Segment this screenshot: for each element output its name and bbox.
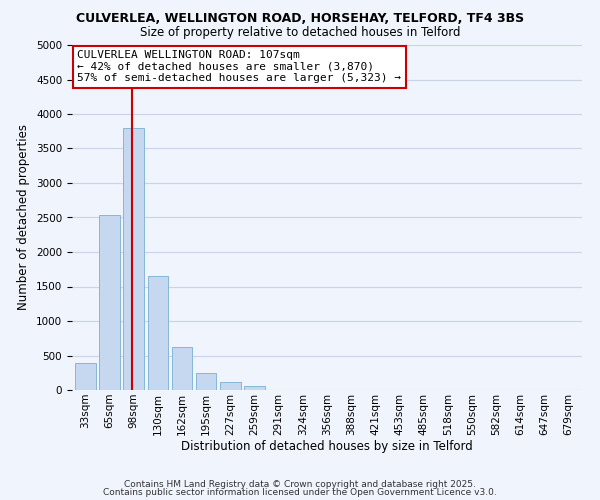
Text: Contains HM Land Registry data © Crown copyright and database right 2025.: Contains HM Land Registry data © Crown c… — [124, 480, 476, 489]
Bar — [196, 373, 217, 390]
Text: Size of property relative to detached houses in Telford: Size of property relative to detached ho… — [140, 26, 460, 39]
Bar — [244, 386, 265, 390]
X-axis label: Distribution of detached houses by size in Telford: Distribution of detached houses by size … — [181, 440, 473, 454]
Text: CULVERLEA, WELLINGTON ROAD, HORSEHAY, TELFORD, TF4 3BS: CULVERLEA, WELLINGTON ROAD, HORSEHAY, TE… — [76, 12, 524, 26]
Bar — [99, 214, 120, 390]
Y-axis label: Number of detached properties: Number of detached properties — [17, 124, 31, 310]
Bar — [148, 276, 168, 390]
Text: Contains public sector information licensed under the Open Government Licence v3: Contains public sector information licen… — [103, 488, 497, 497]
Bar — [75, 363, 95, 390]
Text: CULVERLEA WELLINGTON ROAD: 107sqm
← 42% of detached houses are smaller (3,870)
5: CULVERLEA WELLINGTON ROAD: 107sqm ← 42% … — [77, 50, 401, 84]
Bar — [124, 128, 144, 390]
Bar — [220, 382, 241, 390]
Bar — [172, 347, 192, 390]
